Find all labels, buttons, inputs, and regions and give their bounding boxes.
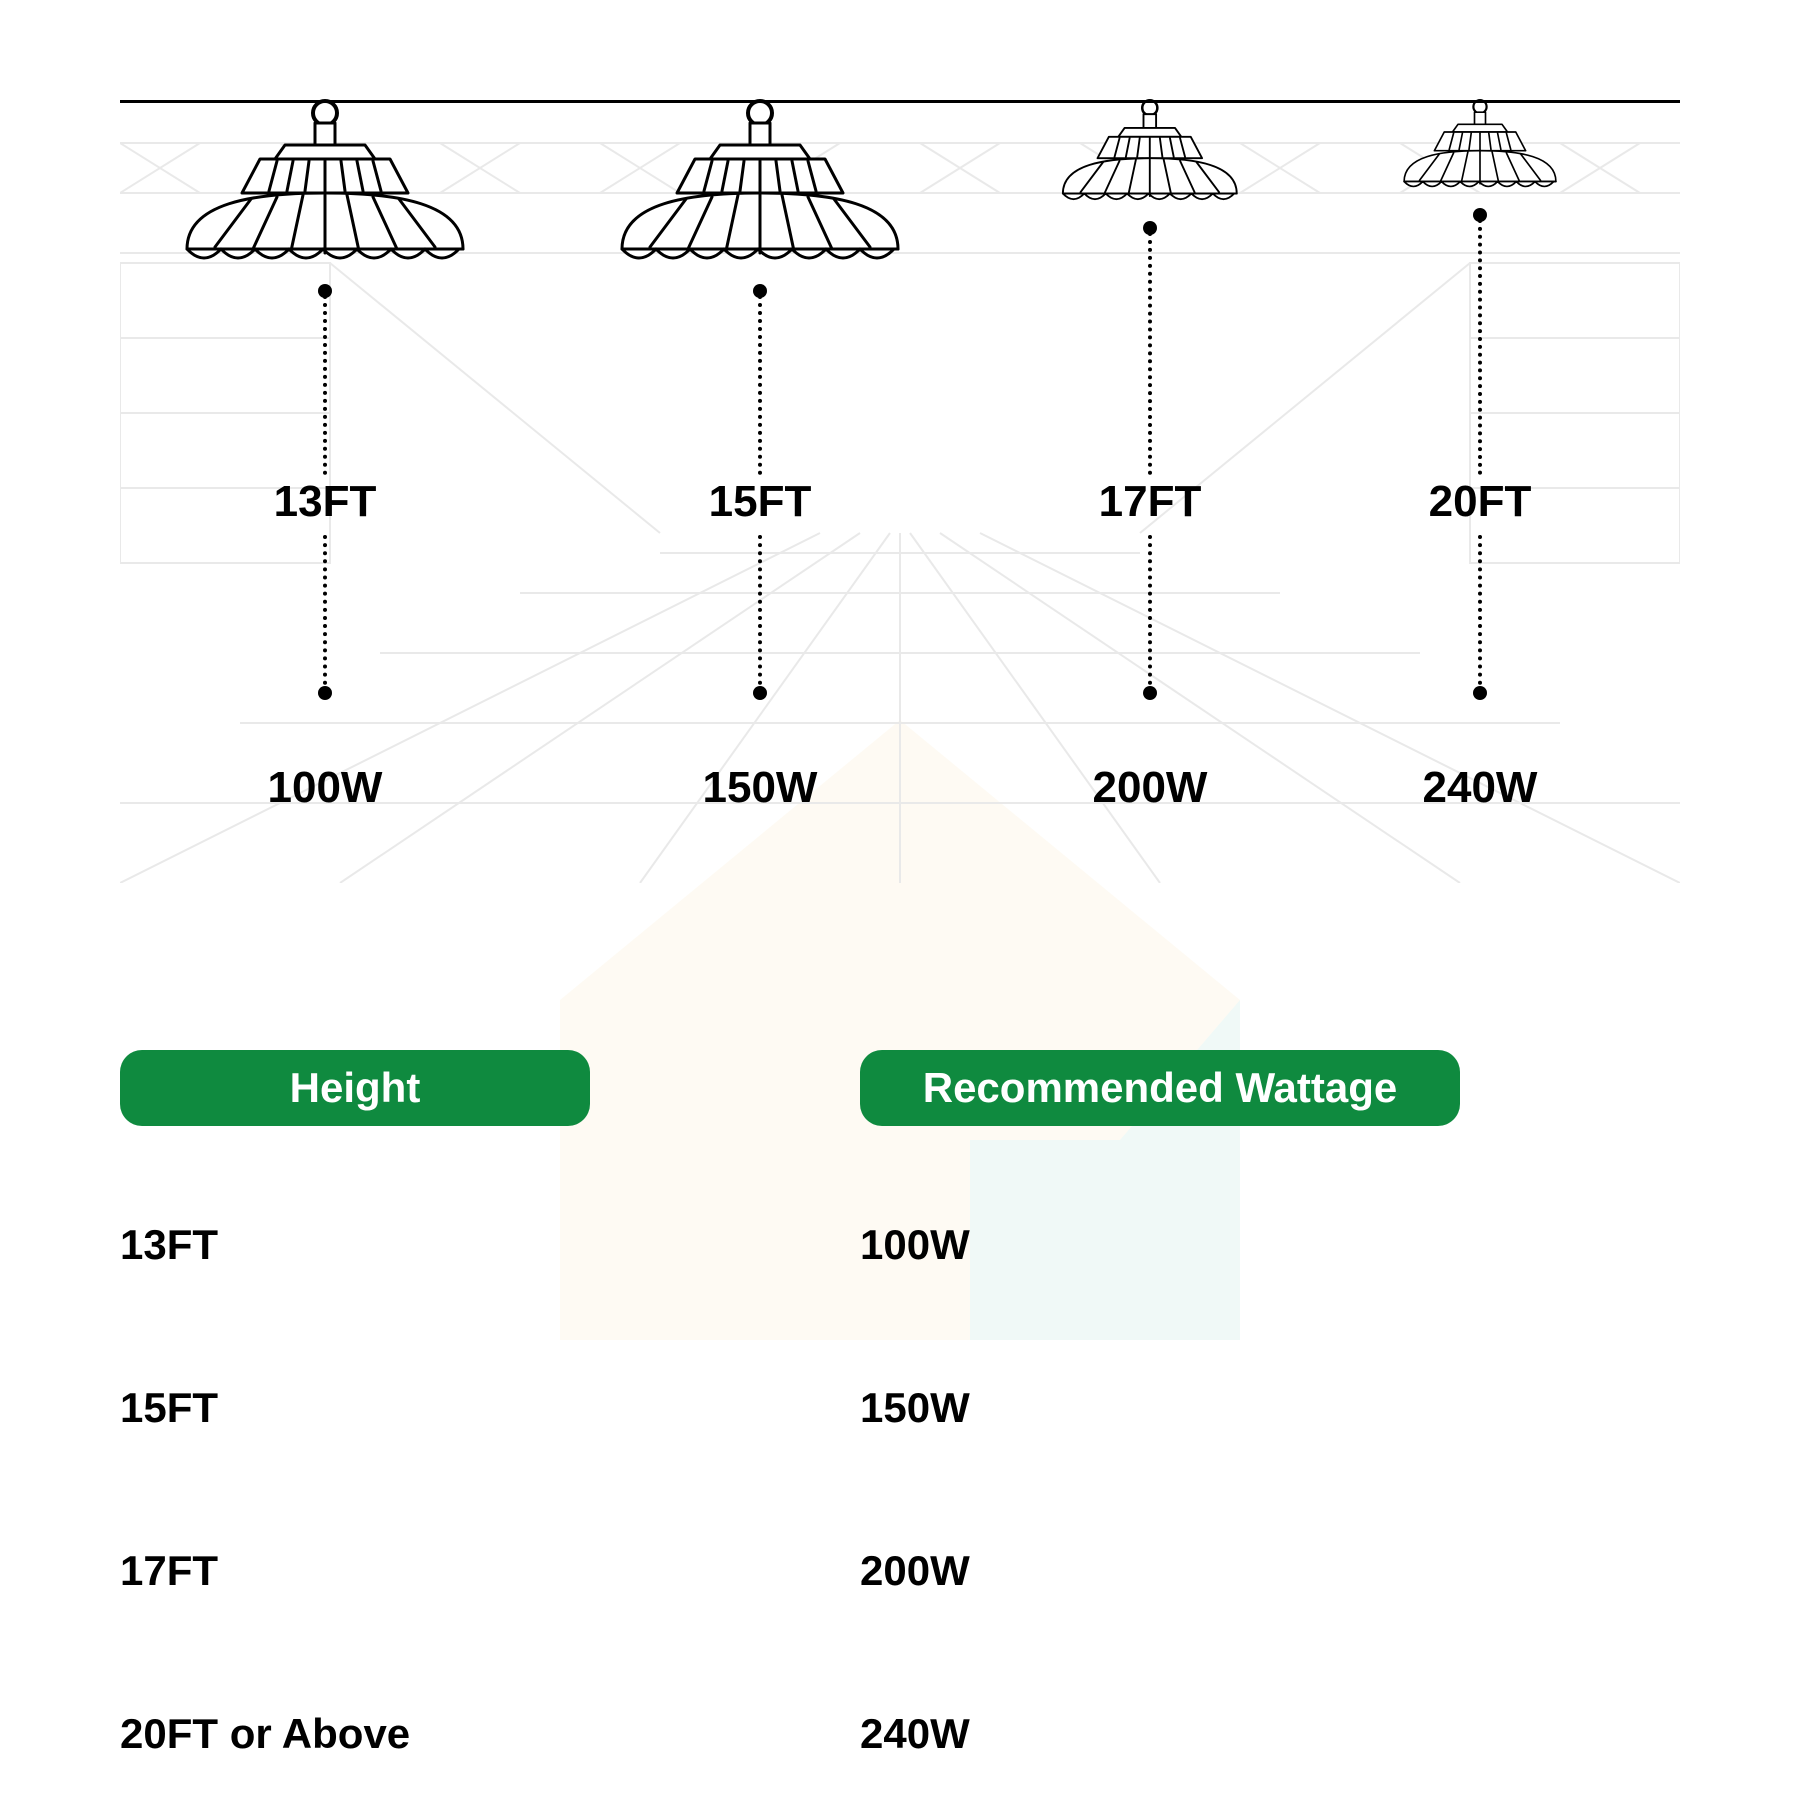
- height-label: 15FT: [709, 477, 812, 527]
- line-endpoint-dot: [753, 686, 767, 700]
- wattage-label: 150W: [703, 763, 818, 813]
- table-header-height: Height: [120, 1050, 590, 1126]
- highbay-light-icon: [600, 99, 920, 269]
- height-indicator-line: [323, 535, 327, 693]
- height-label: 17FT: [1099, 477, 1202, 527]
- highbay-light-icon: [1392, 99, 1568, 193]
- table-col-height: Height 13FT 15FT 17FT 20FT or Above: [120, 1050, 590, 1758]
- height-indicator-line: [1478, 219, 1482, 476]
- line-endpoint-dot: [1473, 686, 1487, 700]
- height-label: 20FT: [1429, 477, 1532, 527]
- table-header-wattage: Recommended Wattage: [860, 1050, 1460, 1126]
- height-indicator-line: [758, 295, 762, 475]
- height-wattage-diagram: 13FT 100W 15FT 150W 17FT 200W 20FT 240W: [120, 100, 1680, 880]
- height-indicator-line: [323, 295, 327, 475]
- highbay-light-icon: [1049, 99, 1251, 206]
- table-row: 100W: [860, 1171, 1460, 1269]
- table-row: 200W: [860, 1497, 1460, 1595]
- height-indicator-line: [1148, 232, 1152, 475]
- table-row: 150W: [860, 1334, 1460, 1432]
- wattage-label: 100W: [268, 763, 383, 813]
- height-indicator-line: [1478, 535, 1482, 693]
- height-indicator-line: [758, 535, 762, 693]
- table-row: 20FT or Above: [120, 1660, 590, 1758]
- highbay-light-icon: [165, 99, 485, 269]
- table-row: 240W: [860, 1660, 1460, 1758]
- table-row: 17FT: [120, 1497, 590, 1595]
- table-row: 13FT: [120, 1171, 590, 1269]
- line-endpoint-dot: [318, 686, 332, 700]
- height-indicator-line: [1148, 535, 1152, 693]
- height-label: 13FT: [274, 477, 377, 527]
- table-row: 15FT: [120, 1334, 590, 1432]
- canvas: 13FT 100W 15FT 150W 17FT 200W 20FT 240W Height 1…: [0, 0, 1800, 1800]
- wattage-label: 240W: [1423, 763, 1538, 813]
- line-endpoint-dot: [1143, 686, 1157, 700]
- wattage-label: 200W: [1093, 763, 1208, 813]
- table-col-wattage: Recommended Wattage 100W 150W 200W 240W: [860, 1050, 1460, 1758]
